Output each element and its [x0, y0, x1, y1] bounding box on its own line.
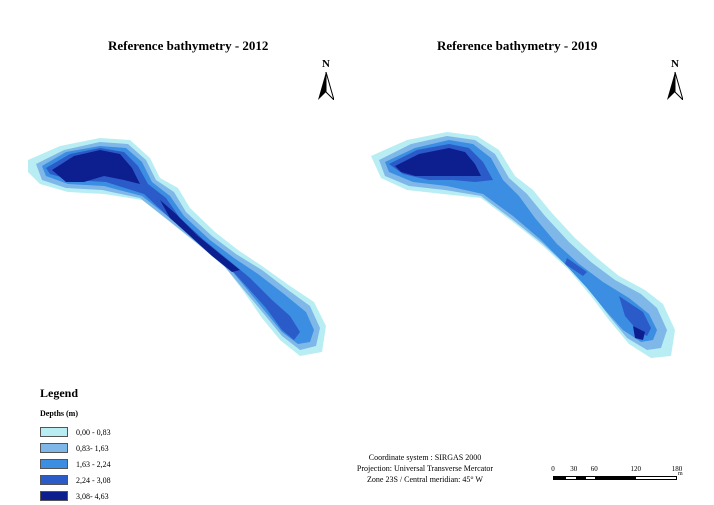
legend-item: 1,63 - 2,24 [40, 456, 200, 472]
north-arrow-icon [667, 72, 683, 100]
scale-tick-label: 30 [570, 465, 578, 473]
legend-swatch [40, 443, 68, 453]
legend-swatch [40, 427, 68, 437]
depth-zone-4-2019 [395, 148, 645, 340]
scale-units: m [678, 471, 683, 477]
legend-title: Legend [40, 386, 79, 400]
north-label: N [322, 58, 330, 70]
projection-text: Projection: Universal Transverse Mercato… [356, 464, 494, 473]
legend-item: 0,83- 1,63 [40, 440, 200, 456]
legend-label: 1,63 - 2,24 [76, 459, 111, 469]
north-label: N [671, 58, 679, 70]
scale-segment [566, 477, 576, 479]
legend-label: 2,24 - 3,08 [76, 475, 111, 485]
coordinate-info: Coordinate system : SIRGAS 2000 Projecti… [330, 452, 520, 485]
scale-track [553, 476, 677, 480]
legend-label: 0,83- 1,63 [76, 443, 109, 453]
legend-item: 0,00 - 0,83 [40, 424, 200, 440]
scale-segment [595, 477, 636, 479]
map-title-2012: Reference bathymetry - 2012 [108, 38, 269, 53]
scale-segment [575, 477, 586, 479]
coordinate-system-text: Coordinate system : SIRGAS 2000 [368, 453, 482, 462]
legend: Legend Depths (m) 0,00 - 0,83 0,83- 1,63… [40, 386, 200, 504]
zone-text: Zone 23S / Central meridian: 45° W [367, 475, 483, 484]
scale-tick-label: 120 [630, 465, 641, 473]
legend-swatch [40, 475, 68, 485]
scale-segment [585, 477, 596, 479]
depth-zone-0-2012 [28, 138, 326, 356]
map-panel-2012: Reference bathymetry - 2012 N [0, 0, 357, 380]
legend-item: 2,24 - 3,08 [40, 472, 200, 488]
north-arrow-icon [318, 72, 334, 100]
north-arrow-2012: N [314, 58, 338, 102]
depth-zone-4-2012 [52, 150, 240, 272]
map-panel-2019: Reference bathymetry - 2019 N [357, 0, 714, 380]
legend-label: 3,08- 4,63 [76, 491, 109, 501]
legend-label: 0,00 - 0,83 [76, 427, 111, 437]
legend-swatch [40, 459, 68, 469]
scale-tick-label: 0 [551, 465, 555, 473]
lake-map-2019 [371, 132, 675, 358]
scale-ticks: 0 30 60 120 180 [548, 465, 688, 475]
north-arrow-2019: N [663, 58, 687, 102]
scale-bar: 0 30 60 120 180 m [548, 465, 698, 489]
scale-segment [554, 477, 567, 479]
legend-item: 3,08- 4,63 [40, 488, 200, 504]
scale-tick-label: 60 [590, 465, 598, 473]
scale-segment [635, 477, 676, 479]
legend-subtitle: Depths (m) [40, 409, 78, 418]
legend-swatch [40, 491, 68, 501]
map-title-2019: Reference bathymetry - 2019 [437, 38, 598, 53]
lake-map-2012 [28, 138, 326, 356]
scale-tick-label: 180 [671, 465, 683, 473]
